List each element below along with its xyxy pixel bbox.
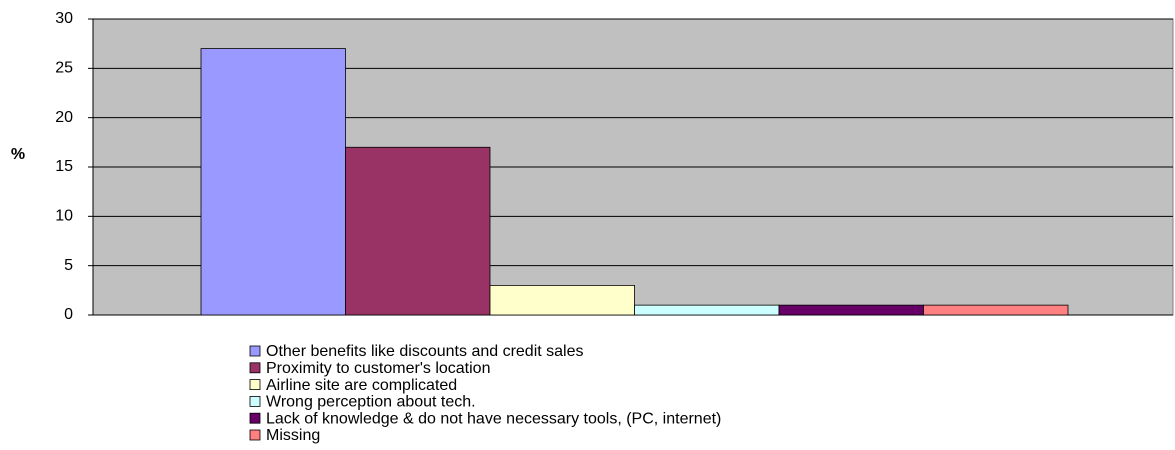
legend-swatch xyxy=(249,395,261,407)
legend-swatch xyxy=(249,379,261,391)
bar xyxy=(345,146,491,316)
legend-label: Airline site are complicated xyxy=(266,377,457,394)
legend-swatch xyxy=(249,362,261,374)
y-tick-label: 30 xyxy=(55,10,73,27)
bar xyxy=(923,304,1069,316)
y-tick-label: 20 xyxy=(55,109,73,126)
legend-label: Wrong perception about tech. xyxy=(266,394,476,411)
legend-swatch xyxy=(249,345,261,357)
y-tick-label: 5 xyxy=(64,257,73,274)
y-tick-label: 25 xyxy=(55,60,73,77)
bar xyxy=(778,304,924,316)
y-axis-label: % xyxy=(11,146,25,163)
legend-swatch xyxy=(249,412,261,424)
legend-label: Proximity to customer's location xyxy=(266,360,490,377)
legend-swatch xyxy=(249,429,261,441)
legend-label: Lack of knowledge & do not have necessar… xyxy=(266,410,721,427)
bar xyxy=(489,284,635,316)
y-tick-label: 10 xyxy=(55,208,73,225)
legend-label: Missing xyxy=(266,427,320,444)
legend-label: Other benefits like discounts and credit… xyxy=(266,343,584,360)
bar xyxy=(634,304,780,316)
y-tick-label: 0 xyxy=(64,306,73,323)
bar xyxy=(200,48,346,316)
y-tick-label: 15 xyxy=(55,158,73,175)
